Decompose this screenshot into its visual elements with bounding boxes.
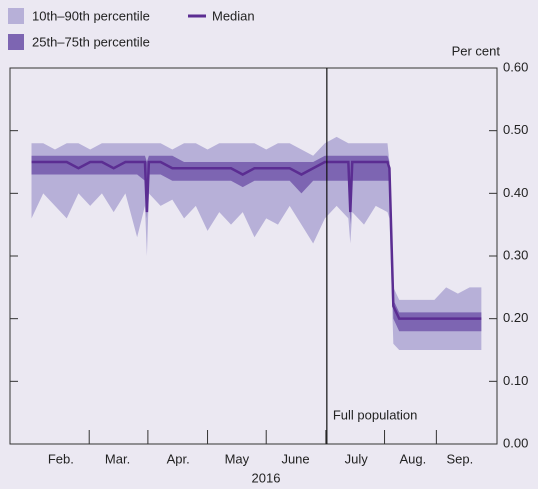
x-tick-label: May	[225, 451, 250, 466]
y-tick-label: 0.00	[503, 435, 528, 450]
y-tick-label: 0.40	[503, 185, 528, 200]
annotation: Full population	[333, 407, 418, 422]
percentile-band	[31, 136, 482, 350]
y-tick-label: 0.10	[503, 373, 528, 388]
x-tick-label: Sep.	[446, 451, 473, 466]
x-tick-label: July	[345, 451, 369, 466]
x-tick-label: June	[281, 451, 309, 466]
legend-label: 25th–75th percentile	[32, 34, 150, 49]
median-line	[31, 160, 482, 320]
plot-frame	[9, 67, 498, 445]
x-axis-label: 2016	[252, 470, 281, 485]
y-axis-label: Per cent	[452, 43, 501, 58]
y-tick-label: 0.50	[503, 122, 528, 137]
y-tick-label: 0.30	[503, 247, 528, 262]
y-tick-label: 0.20	[503, 310, 528, 325]
legend-label: Median	[212, 8, 255, 23]
y-tick-label: 0.60	[503, 59, 528, 74]
legend-label: 10th–90th percentile	[32, 8, 150, 23]
x-tick-label: Feb.	[48, 451, 74, 466]
x-tick-label: Mar.	[105, 451, 130, 466]
x-tick-label: Apr.	[167, 451, 190, 466]
legend-swatch	[8, 34, 24, 50]
legend-swatch	[8, 8, 24, 24]
x-tick-label: Aug.	[400, 451, 427, 466]
